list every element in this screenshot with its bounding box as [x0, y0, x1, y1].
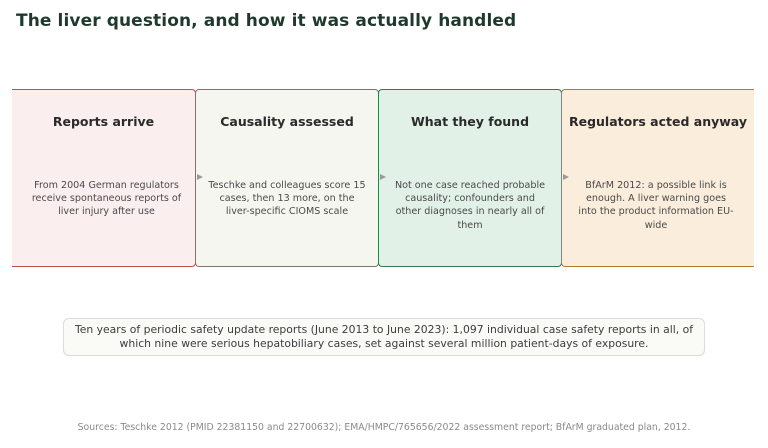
step-description: From 2004 German regulators receive spon…	[31, 180, 182, 218]
step-causality-assessed: Causality assessed Teschke and colleague…	[195, 89, 379, 267]
step-title: Reports arrive	[52, 114, 155, 129]
flow-arrow-icon	[563, 174, 569, 180]
sources-footnote: Sources: Teschke 2012 (PMID 22381150 and…	[77, 422, 691, 433]
summary-box: Ten years of periodic safety update repo…	[63, 318, 705, 356]
step-description: Teschke and colleagues score 15 cases, t…	[208, 180, 366, 218]
step-title: Causality assessed	[220, 114, 354, 129]
step-reports-arrive: Reports arrive From 2004 German regulato…	[12, 89, 196, 267]
step-title: What they found	[410, 114, 530, 129]
step-regulators-acted: Regulators acted anyway BfArM 2012: a po…	[561, 89, 754, 267]
flow-arrow-icon	[197, 174, 203, 180]
step-title: Regulators acted anyway	[568, 114, 747, 129]
step-description: Not one case reached probable causality;…	[394, 180, 546, 231]
page-title: The liver question, and how it was actua…	[16, 11, 517, 31]
process-flow: Reports arrive From 2004 German regulato…	[12, 89, 754, 269]
step-what-they-found: What they found Not one case reached pro…	[378, 89, 562, 267]
step-description: BfArM 2012: a possible link is enough. A…	[578, 180, 734, 231]
flow-arrow-icon	[380, 174, 386, 180]
